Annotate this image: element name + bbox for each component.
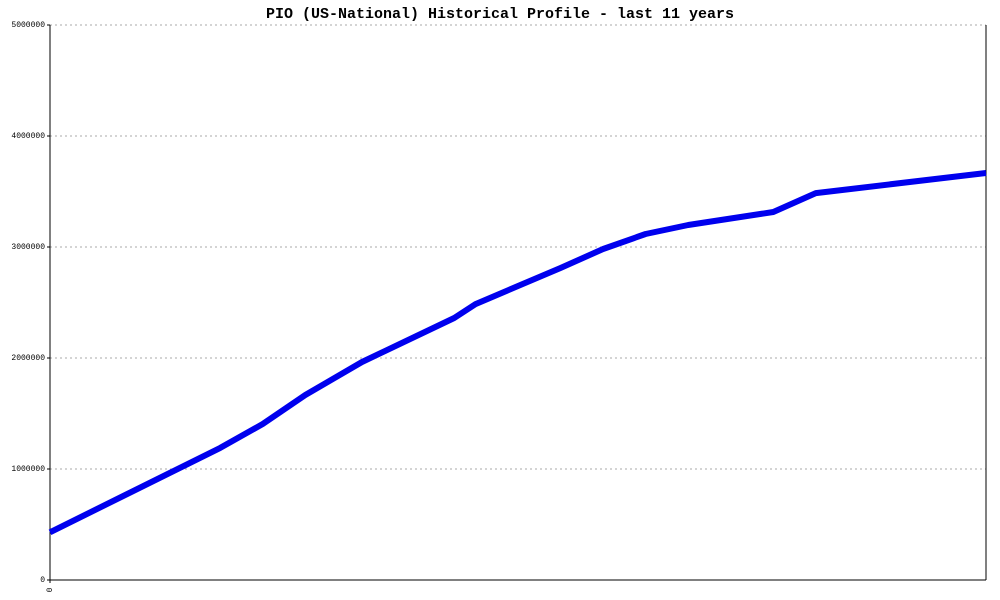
y-tick-label: 1000000 [11, 465, 45, 474]
y-tick-label: 5000000 [11, 21, 45, 30]
x-tick-label: 0 [46, 587, 55, 592]
chart-title: PIO (US-National) Historical Profile - l… [266, 6, 734, 23]
y-tick-label: 0 [40, 576, 45, 585]
y-tick-label: 4000000 [11, 132, 45, 141]
data-line [48, 170, 987, 535]
y-tick-label: 2000000 [11, 354, 45, 363]
y-tick-label: 3000000 [11, 243, 45, 252]
